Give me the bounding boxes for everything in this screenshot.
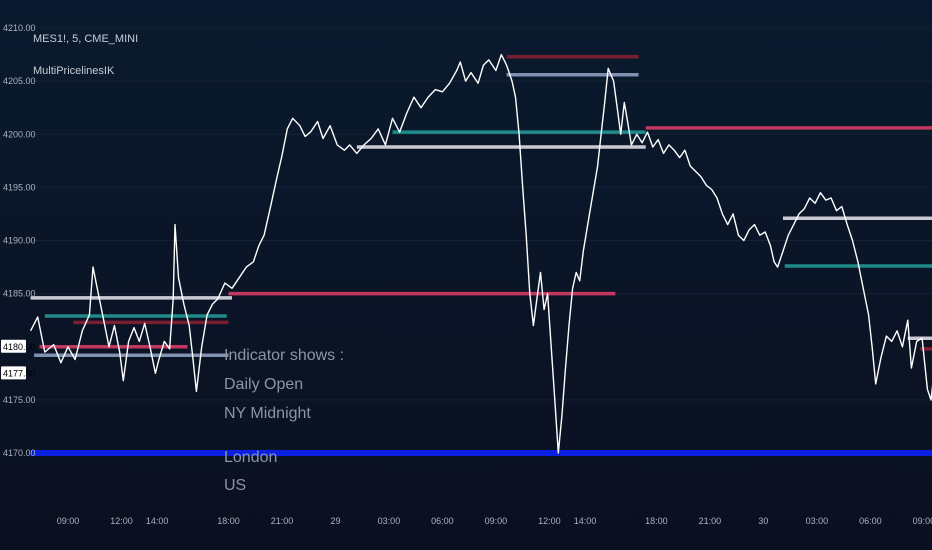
annotation-item: NY Midnight xyxy=(224,405,311,422)
x-tick-label: 03:00 xyxy=(806,516,829,526)
annotation-item: London xyxy=(224,449,277,466)
x-tick-label: 12:00 xyxy=(110,516,133,526)
x-tick-label: 18:00 xyxy=(217,516,240,526)
price-tag xyxy=(1,366,26,380)
price-series-line xyxy=(29,53,932,454)
price-tag-label: 4177.50 xyxy=(3,368,36,378)
annotation-item: US xyxy=(224,477,246,494)
x-tick-label: 18:00 xyxy=(645,516,668,526)
y-tick-label: 4190.00 xyxy=(3,236,36,246)
x-tick-label: 21:00 xyxy=(271,516,294,526)
annotation-heading: Indicator shows : xyxy=(224,347,344,364)
symbol-label: MES1!, 5, CME_MINI xyxy=(33,33,138,45)
x-tick-label: 09:00 xyxy=(485,516,508,526)
x-tick-label: 09:00 xyxy=(913,516,932,526)
indicator-label: MultiPricelinesIK xyxy=(33,65,115,77)
price-tag xyxy=(1,339,26,353)
x-axis: 09:00 12:00 14:00 18:00 21:00 29 03:00 06:00 09:… xyxy=(57,516,932,526)
series xyxy=(29,53,932,454)
x-tick-label: 03:00 xyxy=(378,516,401,526)
y-tick-label: 4205.00 xyxy=(3,76,36,86)
y-axis: 4210.00 4205.00 4200.00 4195.00 4190.00 4185.… xyxy=(3,23,36,458)
y-tick-label: 4185.00 xyxy=(3,289,36,299)
annotation-item: Daily Open xyxy=(224,376,303,393)
x-tick-label: 30 xyxy=(758,516,768,526)
x-tick-label: 06:00 xyxy=(859,516,882,526)
y-tick-label: 4210.00 xyxy=(3,23,36,33)
x-tick-label: 12:00 xyxy=(538,516,561,526)
x-tick-label: 09:00 xyxy=(57,516,80,526)
price-tag-label: 4180.00 xyxy=(3,342,36,352)
y-tick-label: 4170.00 xyxy=(3,448,36,458)
y-tick-label: 4200.00 xyxy=(3,129,36,139)
x-tick-label: 14:00 xyxy=(146,516,169,526)
y-tick-label: 4175.00 xyxy=(3,395,36,405)
price-tags: 4180.00 4177.50 xyxy=(1,339,36,380)
pricelines xyxy=(30,54,932,456)
x-tick-label: 14:00 xyxy=(574,516,597,526)
x-tick-label: 21:00 xyxy=(699,516,722,526)
x-tick-label: 29 xyxy=(330,516,340,526)
annotation: Indicator shows : Daily Open NY Midnight… xyxy=(224,347,344,494)
y-tick-label: 4195.00 xyxy=(3,182,36,192)
x-tick-label: 06:00 xyxy=(431,516,454,526)
